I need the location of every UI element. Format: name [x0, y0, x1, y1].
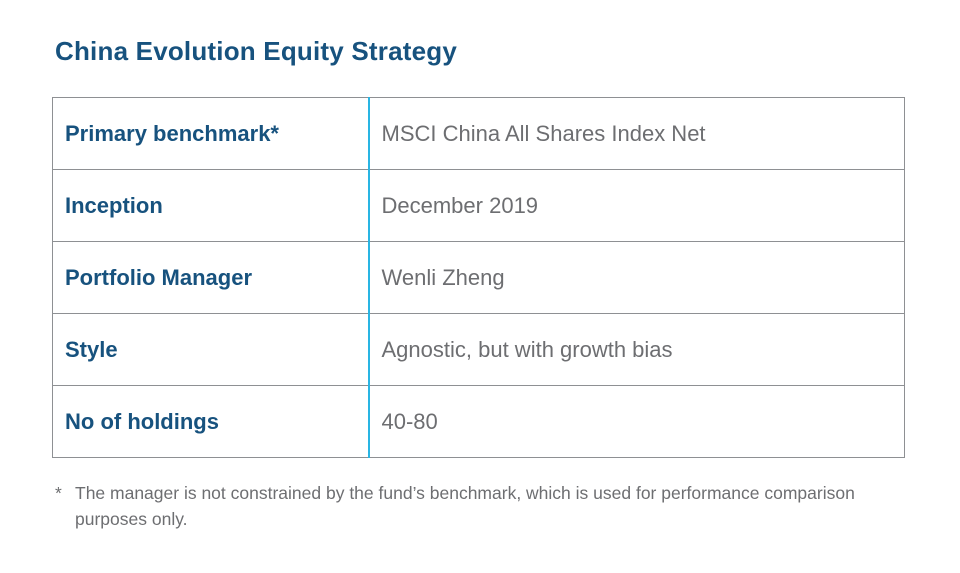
table-row: Style Agnostic, but with growth bias	[52, 313, 905, 386]
row-label-inception: Inception	[52, 169, 369, 242]
row-label-style: Style	[52, 313, 369, 386]
row-value-inception: December 2019	[367, 169, 905, 242]
strategy-facts-table: Primary benchmark* MSCI China All Shares…	[52, 97, 905, 458]
row-label-primary-benchmark: Primary benchmark*	[52, 97, 369, 170]
footnote-marker: *	[55, 483, 62, 503]
page-title: China Evolution Equity Strategy	[55, 36, 458, 66]
row-value-no-of-holdings: 40-80	[367, 385, 905, 458]
row-label-portfolio-manager: Portfolio Manager	[52, 241, 369, 314]
table-row: Inception December 2019	[52, 169, 905, 242]
footnote: * The manager is not constrained by the …	[55, 480, 905, 532]
row-value-style: Agnostic, but with growth bias	[367, 313, 905, 386]
table-row: No of holdings 40-80	[52, 385, 905, 458]
row-value-portfolio-manager: Wenli Zheng	[367, 241, 905, 314]
table-row: Portfolio Manager Wenli Zheng	[52, 241, 905, 314]
row-label-no-of-holdings: No of holdings	[52, 385, 369, 458]
table-row: Primary benchmark* MSCI China All Shares…	[52, 97, 905, 170]
row-value-primary-benchmark: MSCI China All Shares Index Net	[367, 97, 905, 170]
footnote-text: The manager is not constrained by the fu…	[75, 483, 855, 529]
